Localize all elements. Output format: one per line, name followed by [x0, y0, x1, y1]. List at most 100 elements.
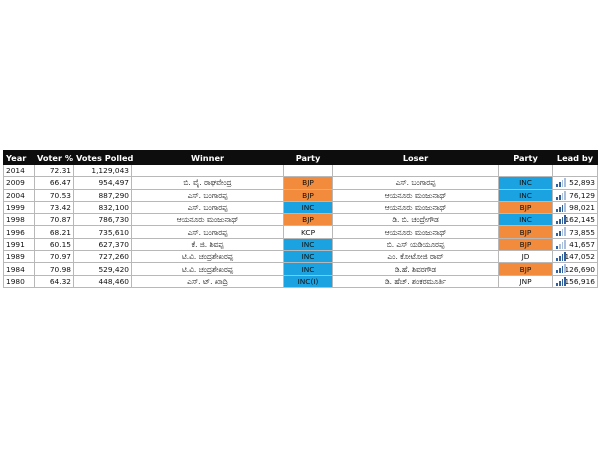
bar-chart-icon	[556, 202, 566, 212]
lead-by-cell: 76,129	[552, 188, 598, 202]
winner-party-cell: INC	[283, 200, 333, 215]
loser-cell	[332, 163, 499, 178]
winner-cell	[131, 163, 284, 178]
lead-by-cell: 73,855	[552, 225, 598, 239]
winner-cell: ಕೆ. ಜಿ. ಶಿವಪ್ಪ	[131, 237, 284, 252]
votes-polled-cell: 832,100	[73, 200, 132, 215]
year-cell: 2004	[3, 188, 35, 202]
bar-chart-icon	[556, 190, 566, 200]
header-loser: Loser	[332, 150, 499, 165]
voter-pct-cell: 72.31	[34, 163, 74, 178]
lead-by-cell: 156,916	[552, 274, 598, 288]
lead-by-value: 52,893	[569, 178, 595, 188]
bar-chart-icon	[556, 215, 566, 225]
header-voter-pct: Voter %	[34, 150, 74, 165]
lead-by-cell: 126,690	[552, 262, 598, 276]
voter-pct-cell: 73.42	[34, 200, 74, 215]
header-winner: Winner	[131, 150, 284, 165]
lead-by-value: 76,129	[569, 190, 595, 200]
winner-party-cell	[283, 163, 333, 178]
year-cell: 1989	[3, 250, 35, 264]
winner-party-cell: INC	[283, 262, 333, 276]
bar-chart-icon	[556, 276, 566, 286]
table-row: 1980 64.32 448,460 ಎಸ್. ಟ್. ಖಾದ್ರಿ INC(I) ಡಿ.…	[3, 274, 598, 288]
table-row: 1991 60.15 627,370 ಕೆ. ಜಿ. ಶಿವಪ್ಪ INC ಬಿ. ಎಸ್…	[3, 237, 598, 252]
loser-cell: ಆಯನೂರು ಮಂಜುನಾಥ್	[332, 225, 499, 239]
winner-cell: ಎಸ್. ಬಂಗಾರಪ್ಪ	[131, 200, 284, 215]
votes-polled-cell: 786,730	[73, 213, 132, 227]
header-loser-party: Party	[498, 150, 553, 165]
header-lead-by: Lead by	[552, 150, 598, 165]
bar-chart-icon	[556, 239, 566, 249]
lead-by-cell: 98,021	[552, 200, 598, 215]
header-year: Year	[3, 150, 35, 165]
loser-party-cell: BJP	[498, 225, 553, 239]
loser-party-cell: INC	[498, 213, 553, 227]
loser-cell: ಆಯನೂರು ಮಂಜುನಾಥ್	[332, 200, 499, 215]
voter-pct-cell: 68.21	[34, 225, 74, 239]
loser-cell: ಬಿ. ಎಸ್ ಯಡಿಯೂರಪ್ಪ	[332, 237, 499, 252]
votes-polled-cell: 887,290	[73, 188, 132, 202]
loser-cell: ಎಂ. ಕೋಟೋಜಿ ರಾವ್	[332, 250, 499, 264]
year-cell: 1998	[3, 213, 35, 227]
table-row: 1984 70.98 529,420 ಟಿ.ವಿ. ಚಂದ್ರಶೇಖರಪ್ಪ INC ಡಿ…	[3, 262, 598, 276]
lead-by-cell: 147,052	[552, 250, 598, 264]
voter-pct-cell: 70.97	[34, 250, 74, 264]
lead-by-value: 73,855	[569, 227, 595, 237]
votes-polled-cell: 448,460	[73, 274, 132, 288]
winner-cell: ಬಿ. ವೈ. ರಾಘವೇಂದ್ರ	[131, 176, 284, 190]
lead-by-value: 98,021	[569, 203, 595, 213]
table-row: 2014 72.31 1,129,043	[3, 163, 598, 178]
year-cell: 1980	[3, 274, 35, 288]
voter-pct-cell: 60.15	[34, 237, 74, 252]
year-cell: 1999	[3, 200, 35, 215]
lead-by-value: 162,145	[564, 215, 595, 225]
table-row: 1999 73.42 832,100 ಎಸ್. ಬಂಗಾರಪ್ಪ INC ಆಯನೂರು ಮ…	[3, 200, 598, 215]
loser-cell: ಡಿ. ಹೆಚ್. ಶಂಕರಮೂರ್ತಿ	[332, 274, 499, 288]
header-winner-party: Party	[283, 150, 333, 165]
winner-party-cell: BJP	[283, 213, 333, 227]
winner-party-cell: INC	[283, 250, 333, 264]
votes-polled-cell: 529,420	[73, 262, 132, 276]
year-cell: 1984	[3, 262, 35, 276]
votes-polled-cell: 627,370	[73, 237, 132, 252]
table-row: 1989 70.97 727,260 ಟಿ.ವಿ. ಚಂದ್ರಶೇಖರಪ್ಪ INC ಎಂ…	[3, 250, 598, 264]
winner-party-cell: BJP	[283, 176, 333, 190]
election-results-table: Year Voter % Votes Polled Winner Party L…	[3, 150, 598, 288]
year-cell: 2009	[3, 176, 35, 190]
voter-pct-cell: 64.32	[34, 274, 74, 288]
voter-pct-cell: 70.53	[34, 188, 74, 202]
loser-cell: ಡಿ. ಬಿ. ಚಂದ್ರೇಗೌಡ	[332, 213, 499, 227]
loser-cell: ಆಯನೂರು ಮಂಜುನಾಥ್	[332, 188, 499, 202]
votes-polled-cell: 727,260	[73, 250, 132, 264]
lead-by-cell: 52,893	[552, 176, 598, 190]
winner-cell: ಟಿ.ವಿ. ಚಂದ್ರಶೇಖರಪ್ಪ	[131, 262, 284, 276]
lead-by-cell: 41,657	[552, 237, 598, 252]
bar-chart-icon	[556, 178, 566, 188]
votes-polled-cell: 954,497	[73, 176, 132, 190]
loser-party-cell: BJP	[498, 200, 553, 215]
lead-by-value: 41,657	[569, 239, 595, 249]
voter-pct-cell: 66.47	[34, 176, 74, 190]
loser-party-cell	[498, 163, 553, 178]
winner-party-cell: INC(I)	[283, 274, 333, 288]
lead-by-value: 126,690	[564, 264, 595, 274]
winner-cell: ಎಸ್. ಬಂಗಾರಪ್ಪ	[131, 225, 284, 239]
lead-by-value: 147,052	[564, 252, 595, 262]
winner-party-cell: KCP	[283, 225, 333, 239]
voter-pct-cell: 70.87	[34, 213, 74, 227]
winner-party-cell: INC	[283, 237, 333, 252]
loser-party-cell: JNP	[498, 274, 553, 288]
loser-party-cell: BJP	[498, 237, 553, 252]
bar-chart-icon	[556, 227, 566, 237]
winner-cell: ಎಸ್. ಬಂಗಾರಪ್ಪ	[131, 188, 284, 202]
loser-party-cell: BJP	[498, 262, 553, 276]
winner-cell: ಎಸ್. ಟ್. ಖಾದ್ರಿ	[131, 274, 284, 288]
lead-by-cell	[552, 163, 598, 178]
loser-party-cell: INC	[498, 176, 553, 190]
winner-cell: ಆಯನೂರು ಮಂಜುನಾಥ್	[131, 213, 284, 227]
year-cell: 2014	[3, 163, 35, 178]
bar-chart-icon	[556, 264, 566, 274]
bar-chart-icon	[556, 252, 566, 262]
table-row: 1996 68.21 735,610 ಎಸ್. ಬಂಗಾರಪ್ಪ KCP ಆಯನೂರು ಮ…	[3, 225, 598, 239]
